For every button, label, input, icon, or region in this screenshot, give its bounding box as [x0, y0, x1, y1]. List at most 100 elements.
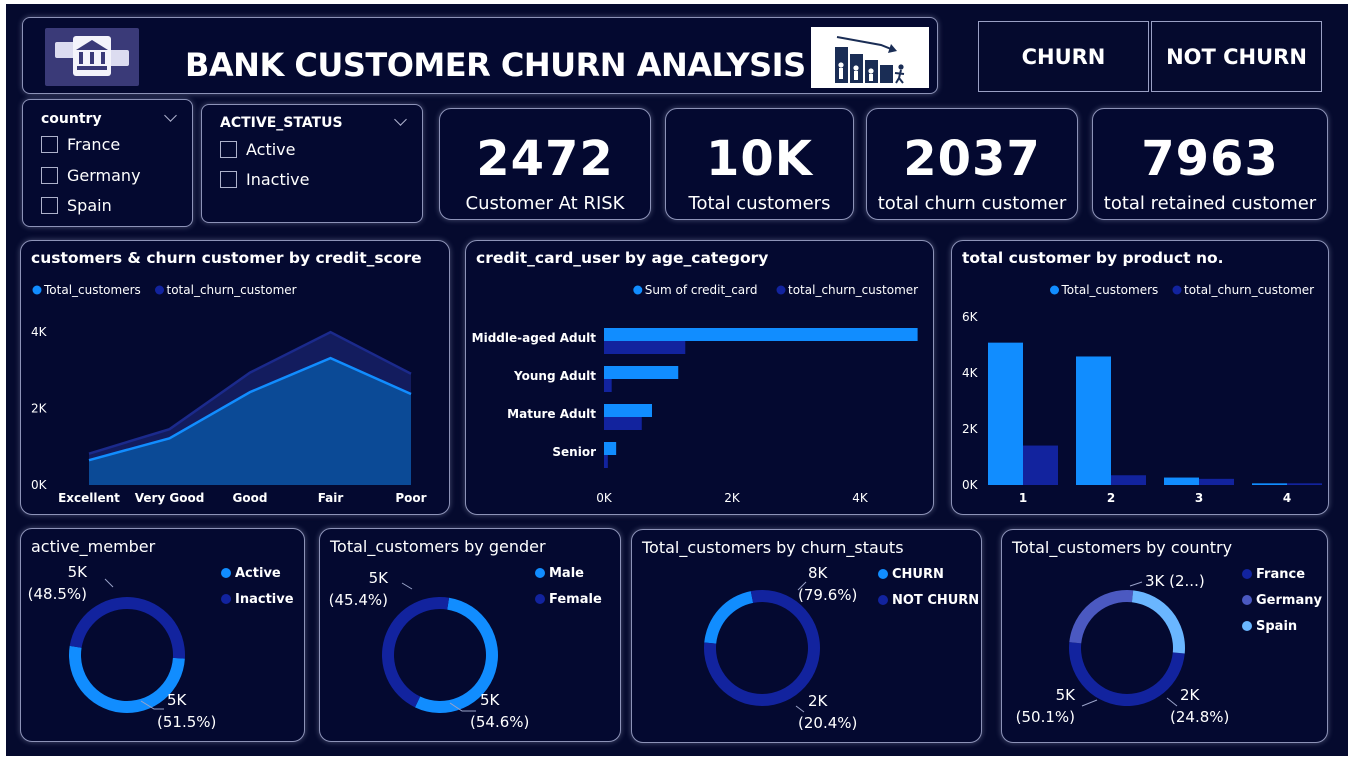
option-label: France — [67, 135, 121, 154]
legend-marker — [633, 285, 643, 295]
country-option-germany[interactable]: Germany — [41, 166, 141, 185]
customers-area — [89, 358, 411, 485]
credit-score-chart-card: customers & churn customer by credit_sco… — [20, 240, 450, 515]
donut-slice — [1069, 642, 1185, 706]
data-label: 5K — [167, 691, 188, 709]
checkbox[interactable] — [41, 197, 58, 214]
leader-line — [797, 581, 807, 591]
bank-logo — [45, 28, 139, 86]
data-label-percent: (79.6%) — [798, 586, 857, 604]
data-label: 3K (2...) — [1145, 572, 1205, 590]
kpi-label: total churn customer — [877, 193, 1067, 214]
data-label: 8K — [808, 564, 829, 582]
kpi-value: 7963 — [1141, 131, 1279, 187]
gender-donut-card: Total_customers by gender Male Female 5K (5… — [319, 528, 621, 742]
not-churn-button[interactable]: NOT CHURN — [1151, 21, 1322, 92]
x-tick-label: Fair — [318, 491, 344, 505]
bar-churn — [604, 341, 686, 354]
kpi-value: 2472 — [476, 131, 614, 187]
country-option-france[interactable]: France — [41, 135, 120, 154]
country-slicer: country France Germany Spain — [22, 99, 193, 227]
legend-marker — [1242, 621, 1252, 631]
legend-label: Total_customers — [1061, 283, 1159, 297]
legend-label: Inactive — [235, 592, 294, 607]
churn-illustration — [811, 27, 929, 88]
x-tick-label: 0K — [596, 491, 613, 505]
donut-slice — [69, 597, 185, 659]
x-tick-label: 1 — [1019, 491, 1027, 505]
checkbox[interactable] — [41, 136, 58, 153]
data-label: 5K — [480, 691, 501, 709]
legend-marker — [32, 285, 42, 295]
x-tick-label: Good — [233, 491, 268, 505]
bar-churn — [1023, 445, 1058, 485]
legend-marker — [776, 285, 786, 295]
option-label: Inactive — [246, 170, 310, 189]
x-tick-label: 4 — [1283, 491, 1291, 505]
x-tick-label: 4K — [852, 491, 869, 505]
legend-marker — [878, 569, 888, 579]
leader-line — [140, 700, 164, 710]
checkbox[interactable] — [220, 141, 237, 158]
chevron-down-icon[interactable] — [394, 113, 407, 126]
country-donut: France Germany Spain 5K (50.1%) 3K (2...) 2K (2… — [1016, 567, 1323, 726]
data-label: 2K — [808, 692, 829, 710]
status-option-inactive[interactable]: Inactive — [220, 170, 310, 189]
bar-churn — [1287, 483, 1322, 485]
x-tick-label: Excellent — [58, 491, 120, 505]
donut-slice — [382, 597, 450, 708]
legend-label: CHURN — [892, 567, 944, 582]
age-category-bar-chart: Sum of credit_card total_churn_customer Mi… — [472, 283, 918, 505]
legend-marker — [1242, 569, 1252, 579]
kpi-label: Total customers — [688, 193, 831, 214]
legend-label: Germany — [1256, 593, 1322, 608]
kpi-label: total retained customer — [1103, 193, 1317, 214]
data-label-percent: (50.1%) — [1016, 708, 1075, 726]
donut-slice — [414, 597, 498, 713]
kpi-card-at-risk: 2472 Customer At RISK — [439, 108, 651, 220]
donut-slice — [704, 591, 754, 644]
x-tick-label: 2 — [1107, 491, 1115, 505]
bar-credit-card — [604, 404, 652, 417]
legend-marker — [221, 594, 231, 604]
data-label: 5K — [1056, 686, 1077, 704]
y-tick-label: 4K — [962, 366, 979, 380]
leader-line — [1129, 581, 1143, 587]
country-option-spain[interactable]: Spain — [41, 196, 112, 215]
category-label: Senior — [552, 445, 596, 459]
category-label: Mature Adult — [507, 407, 596, 421]
donut-slice — [1069, 590, 1134, 644]
option-label: Germany — [67, 166, 141, 185]
chart-title: active_member — [31, 537, 156, 556]
checkbox[interactable] — [41, 167, 58, 184]
chevron-down-icon[interactable] — [164, 109, 177, 122]
bar-credit-card — [604, 366, 679, 379]
option-label: Spain — [67, 196, 112, 215]
country-slicer-title: country — [41, 111, 102, 127]
dashboard-title: BANK CUSTOMER CHURN ANALYSIS — [185, 46, 806, 84]
legend-label: Female — [549, 592, 602, 607]
legend-marker — [1050, 285, 1059, 295]
legend-label: Male — [549, 566, 584, 581]
bar-churn — [604, 417, 642, 430]
kpi-value: 10K — [706, 131, 813, 187]
dashboard-canvas: BANK CUSTOMER CHURN ANALYSIS CHURN NOT C… — [6, 4, 1348, 756]
category-label: Middle-aged Adult — [472, 331, 597, 345]
legend-marker — [155, 285, 164, 295]
leader-line — [449, 702, 476, 712]
data-label: 5K — [369, 569, 390, 587]
status-option-active[interactable]: Active — [220, 140, 296, 159]
x-tick-label: Very Good — [135, 491, 205, 505]
y-tick-label: 0K — [31, 478, 48, 492]
churn-button[interactable]: CHURN — [978, 21, 1149, 92]
checkbox[interactable] — [220, 171, 237, 188]
active-status-slicer-title: ACTIVE_STATUS — [220, 115, 343, 131]
category-label: Young Adult — [513, 369, 596, 383]
donut-slice — [68, 645, 185, 714]
age-category-chart-card: credit_card_user by age_category Sum of … — [465, 240, 934, 515]
active-status-slicer: ACTIVE_STATUS Active Inactive — [201, 104, 423, 223]
legend-marker — [1242, 595, 1252, 605]
kpi-card-churn: 2037 total churn customer — [866, 108, 1078, 220]
donut-slice — [1131, 590, 1185, 654]
leader-line — [104, 578, 114, 588]
